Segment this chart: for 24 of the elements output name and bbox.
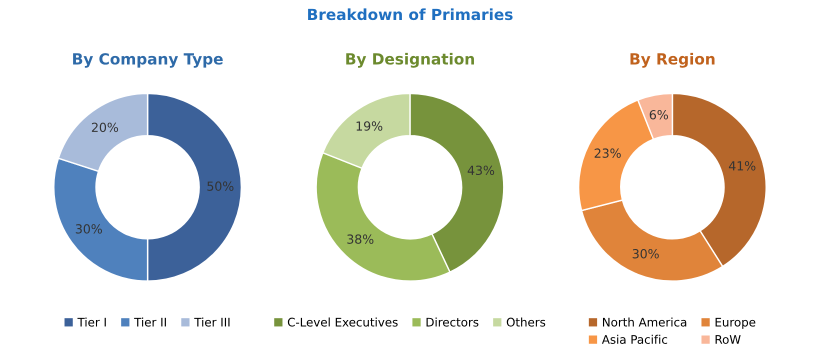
data-label: 30% (632, 249, 659, 258)
data-label: 20% (92, 122, 118, 132)
legend-label: Asia Pacific (602, 334, 668, 344)
legend-label: Directors (426, 317, 478, 327)
data-label: 6% (650, 110, 668, 120)
chart-title: By Designation (346, 52, 474, 68)
legend-label: RoW (716, 335, 741, 344)
legend-label: Others (506, 317, 546, 327)
text: Breakdown of Primaries (308, 8, 513, 20)
data-label: 23% (594, 148, 621, 158)
legend-label: Europe (716, 318, 756, 329)
legend-label: Tier I (77, 317, 106, 327)
legend-label: Tier II (134, 317, 166, 327)
legend-label: North America (602, 317, 686, 327)
data-label: 50% (207, 181, 234, 191)
data-label: 19% (356, 121, 382, 131)
data-label: 41% (728, 161, 756, 171)
legend-label: Tier III (194, 317, 230, 327)
data-label: 30% (76, 224, 102, 234)
legend-label: C-Level Executives (288, 317, 398, 327)
data-label: 38% (347, 234, 374, 244)
data-label: 43% (468, 166, 494, 176)
chart-title: By Company Type (73, 53, 223, 68)
chart-title: By Region (630, 52, 715, 68)
